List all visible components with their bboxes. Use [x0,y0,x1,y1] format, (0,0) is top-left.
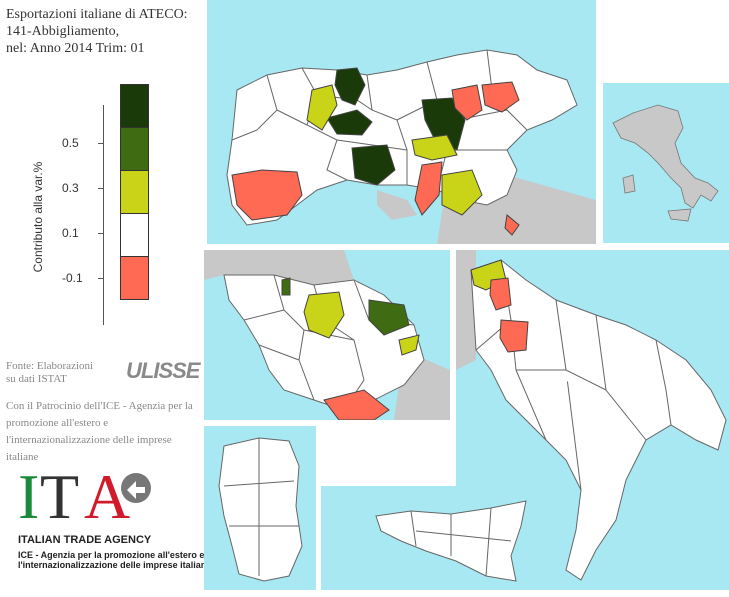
highlighted-provinces-north [231,67,520,236]
provinces-sicily [375,500,527,582]
italy-silhouette [612,104,719,222]
map-panel-north [207,0,596,244]
legend-swatch-green [120,127,149,171]
title-line-2: 141-Abbigliamento, [6,24,120,39]
legend-swatch-darkgreen [120,84,149,128]
map-panel-south [456,250,729,590]
legend-tick-label: -0.1 [62,271,83,285]
svg-text:T: T [40,466,79,524]
map-central-svg [204,250,450,420]
ita-logo: I T A ITALIAN TRADE AGENCY ICE - Agenzia… [18,461,212,570]
map-panel-central [204,250,450,420]
ita-logo-name: ITALIAN TRADE AGENCY [18,534,152,546]
legend-swatches [120,84,150,300]
ita-logo-desc-2: l'internazionalizzazione delle imprese i… [18,560,212,570]
legend-swatch-yellow [120,170,149,214]
svg-text:A: A [84,466,130,524]
provinces-sardinia [218,437,303,582]
legend-tick-label: 0.1 [62,226,79,240]
legend-tick-label: 0.5 [62,136,79,150]
legend-swatch-white [120,213,149,257]
patrocinio-note: Con il Patrocinio dell'ICE - Agenzia per… [6,398,206,466]
legend-tick-mark [98,188,103,189]
legend-tick-mark [98,143,103,144]
source-line-2: su dati ISTAT [6,373,67,385]
patrocinio-line-2: promozione all'estero e [6,417,109,429]
ita-logo-graphic: I T A [18,461,151,532]
map-panel-sicily [321,486,544,590]
legend-tick-label: 0.3 [62,181,79,195]
svg-text:I: I [18,466,39,524]
patrocinio-line-4: italiane [6,451,39,463]
source-note: Fonte: Elaborazioni su dati ISTAT [6,360,93,386]
title-line-3: nel: Anno 2014 Trim: 01 [6,41,145,56]
legend-tick-mark [98,233,103,234]
map-north-svg [226,49,596,244]
map-south-svg [456,250,727,581]
map-panel-italy-overview [603,83,729,243]
map-sardinia-svg [218,437,303,582]
title-line-1: Esportazioni italiane di ATECO: [6,7,188,22]
legend-axis [103,105,104,325]
ulisse-logo: ULISSE [126,358,200,383]
legend-axis-label: Contributo alla var.% [31,161,45,273]
map-panel-sardinia [204,426,316,590]
ita-logo-desc-1: ICE - Agenzia per la promozione all'este… [18,550,205,560]
legend-swatch-red [120,256,149,300]
neighbor-land-south [456,250,476,370]
ita-logo-mark: I T A [18,461,198,532]
map-overview-svg [612,104,719,222]
map-sicily-svg [375,500,527,582]
legend-tick-mark [98,278,103,279]
map-title: Esportazioni italiane di ATECO: 141-Abbi… [6,6,206,57]
highlighted-provinces-south [470,259,529,353]
highlighted-provinces-central [281,277,420,420]
source-line-1: Fonte: Elaborazioni [6,360,94,372]
patrocinio-line-3: l'internazionalizzazione delle imprese [6,434,172,446]
patrocinio-line-1: Con il Patrocinio dell'ICE - Agenzia per… [6,400,193,412]
